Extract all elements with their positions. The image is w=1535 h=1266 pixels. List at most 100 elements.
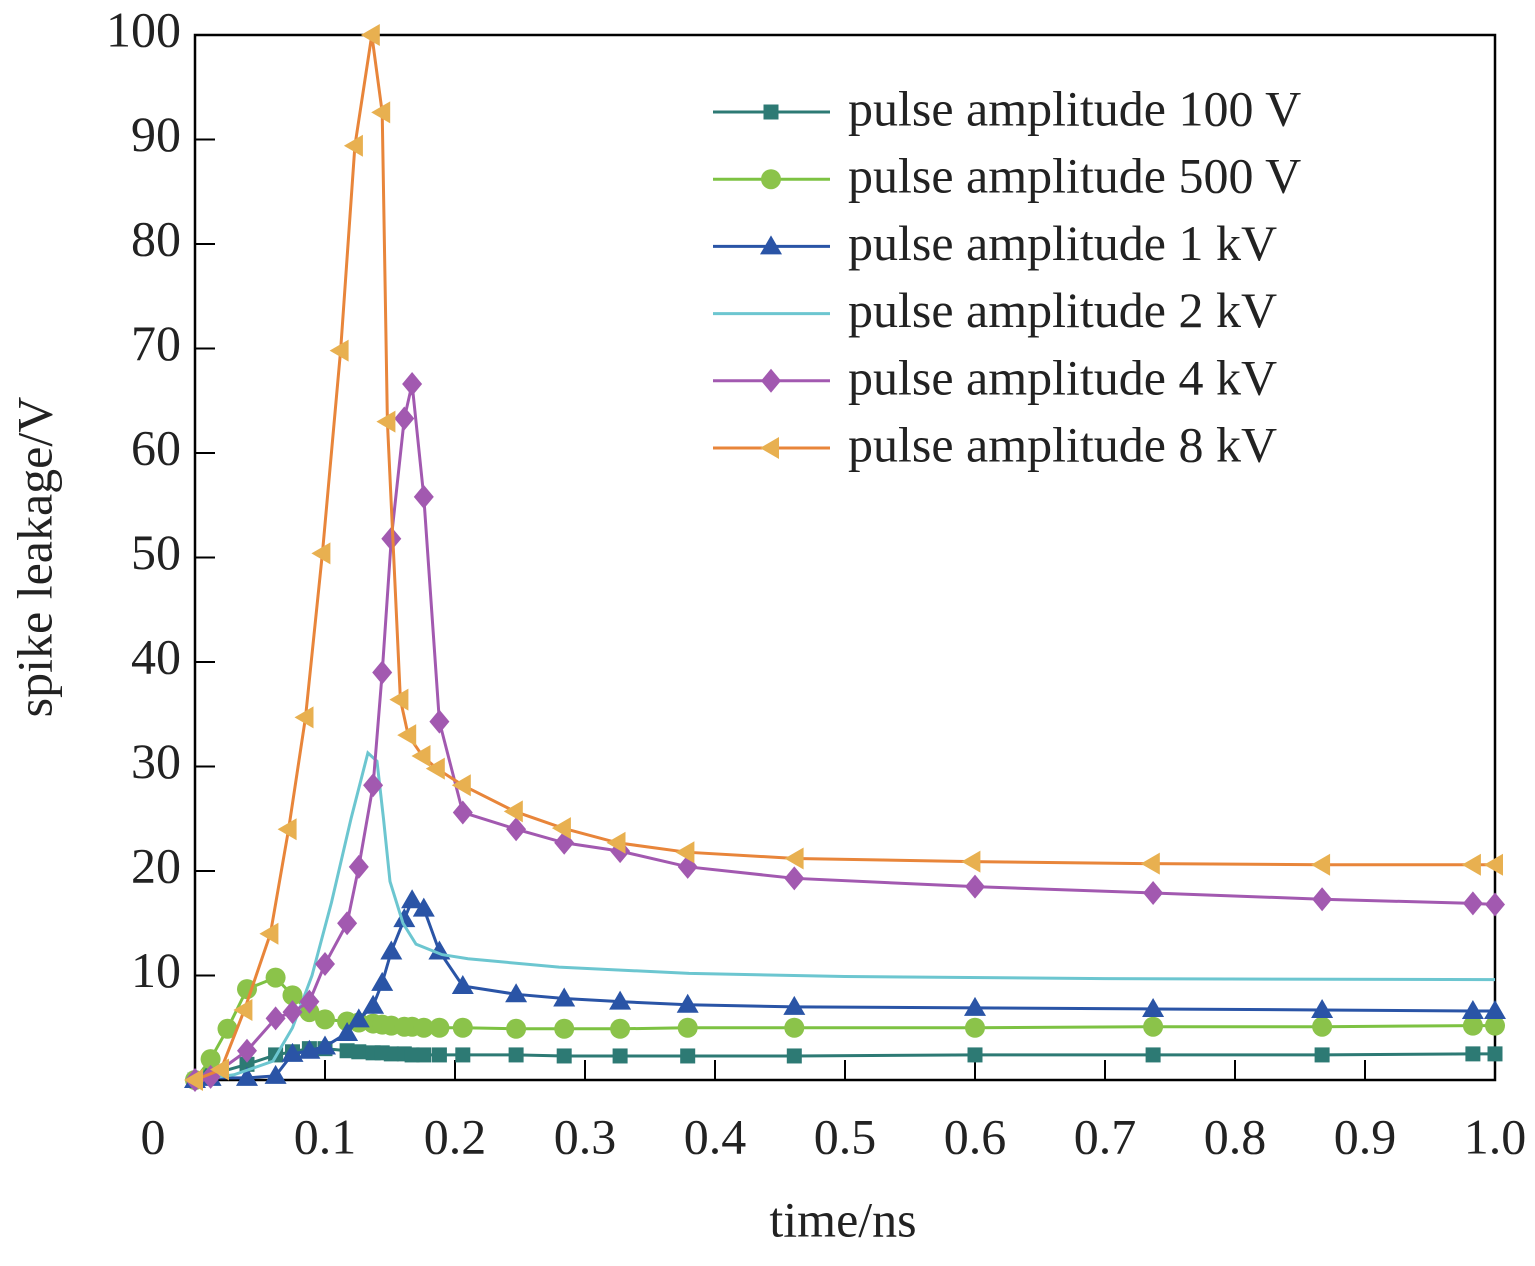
marker — [1484, 1000, 1506, 1020]
marker — [1312, 887, 1333, 912]
marker — [351, 1044, 367, 1060]
y-tick-label: 70 — [131, 315, 181, 371]
marker — [606, 831, 626, 854]
marker — [1487, 1046, 1503, 1062]
y-tick-label: 10 — [131, 942, 181, 998]
marker — [393, 908, 416, 928]
y-tick-label: 100 — [106, 1, 181, 57]
marker — [1311, 853, 1331, 876]
marker — [277, 818, 297, 841]
marker — [381, 526, 402, 551]
marker — [967, 1047, 983, 1063]
marker — [413, 484, 434, 509]
marker — [233, 998, 253, 1021]
legend-label: pulse amplitude 2 kV — [848, 282, 1277, 338]
marker — [339, 1043, 355, 1059]
marker — [402, 372, 423, 397]
y-axis-label: spike leakage/V — [6, 397, 62, 718]
legend-label: pulse amplitude 1 kV — [848, 215, 1277, 271]
marker — [761, 368, 781, 393]
marker — [380, 940, 403, 960]
marker — [431, 1047, 447, 1063]
marker — [314, 1035, 336, 1055]
x-tick-label: 0.7 — [1074, 1108, 1137, 1164]
marker — [315, 952, 335, 977]
y-tick-label: 60 — [131, 419, 181, 475]
marker — [612, 1048, 628, 1064]
marker — [451, 774, 471, 797]
y-tick-label: 50 — [131, 524, 181, 580]
marker — [200, 1049, 221, 1070]
marker — [784, 866, 805, 891]
marker — [383, 1046, 399, 1062]
marker — [348, 854, 369, 879]
marker — [264, 1064, 287, 1084]
marker — [451, 974, 474, 994]
marker — [329, 339, 349, 362]
x-tick-label: 0 — [141, 1108, 166, 1164]
marker — [337, 911, 358, 936]
marker — [677, 1017, 698, 1038]
x-tick-label: 0.1 — [294, 1108, 357, 1164]
marker — [429, 1017, 450, 1038]
marker — [282, 1000, 303, 1025]
marker — [371, 971, 394, 991]
y-tick-label: 40 — [131, 628, 181, 684]
x-tick-label: 0.2 — [424, 1108, 487, 1164]
legend-label: pulse amplitude 8 kV — [848, 416, 1277, 472]
marker — [610, 1018, 631, 1039]
marker — [1465, 1046, 1481, 1062]
marker — [1461, 1000, 1484, 1020]
marker — [389, 688, 409, 711]
legend-label: pulse amplitude 4 kV — [848, 349, 1277, 405]
x-tick-label: 0.9 — [1334, 1108, 1397, 1164]
marker — [1311, 998, 1334, 1018]
marker — [965, 874, 985, 899]
marker — [1143, 1016, 1164, 1037]
marker — [1314, 1047, 1330, 1063]
marker — [961, 850, 981, 873]
marker — [760, 235, 782, 255]
y-tick-label: 90 — [131, 106, 181, 162]
marker — [1485, 892, 1505, 917]
marker — [506, 817, 527, 842]
legend-label: pulse amplitude 100 V — [848, 80, 1301, 136]
marker — [347, 1008, 370, 1028]
marker — [964, 996, 986, 1016]
marker — [1140, 852, 1160, 875]
legend-label: pulse amplitude 500 V — [848, 148, 1301, 204]
marker — [236, 1066, 258, 1086]
marker — [294, 706, 314, 729]
marker — [411, 745, 431, 768]
y-tick-label: 30 — [131, 733, 181, 789]
marker — [281, 1042, 304, 1062]
marker — [680, 1048, 696, 1064]
marker — [761, 169, 781, 190]
marker — [503, 800, 523, 823]
marker — [210, 1058, 229, 1081]
x-tick-label: 0.4 — [684, 1108, 747, 1164]
marker — [265, 967, 286, 988]
x-axis-label: time/ns — [769, 1191, 916, 1247]
marker — [401, 889, 424, 909]
plot-frame — [193, 33, 1497, 1082]
marker — [416, 1047, 432, 1063]
marker — [360, 24, 380, 46]
marker — [315, 1009, 335, 1030]
marker — [282, 985, 303, 1006]
marker — [452, 800, 473, 825]
x-tick-label: 0.5 — [814, 1108, 877, 1164]
marker — [1145, 1047, 1161, 1063]
marker — [609, 990, 632, 1010]
marker — [237, 1038, 257, 1063]
marker — [1484, 853, 1503, 876]
y-tick-label: 20 — [131, 837, 181, 893]
marker — [1143, 880, 1164, 905]
marker — [372, 660, 393, 685]
marker — [363, 773, 384, 798]
marker — [784, 1017, 805, 1038]
marker — [783, 995, 806, 1015]
marker — [760, 437, 779, 459]
marker — [394, 406, 415, 431]
